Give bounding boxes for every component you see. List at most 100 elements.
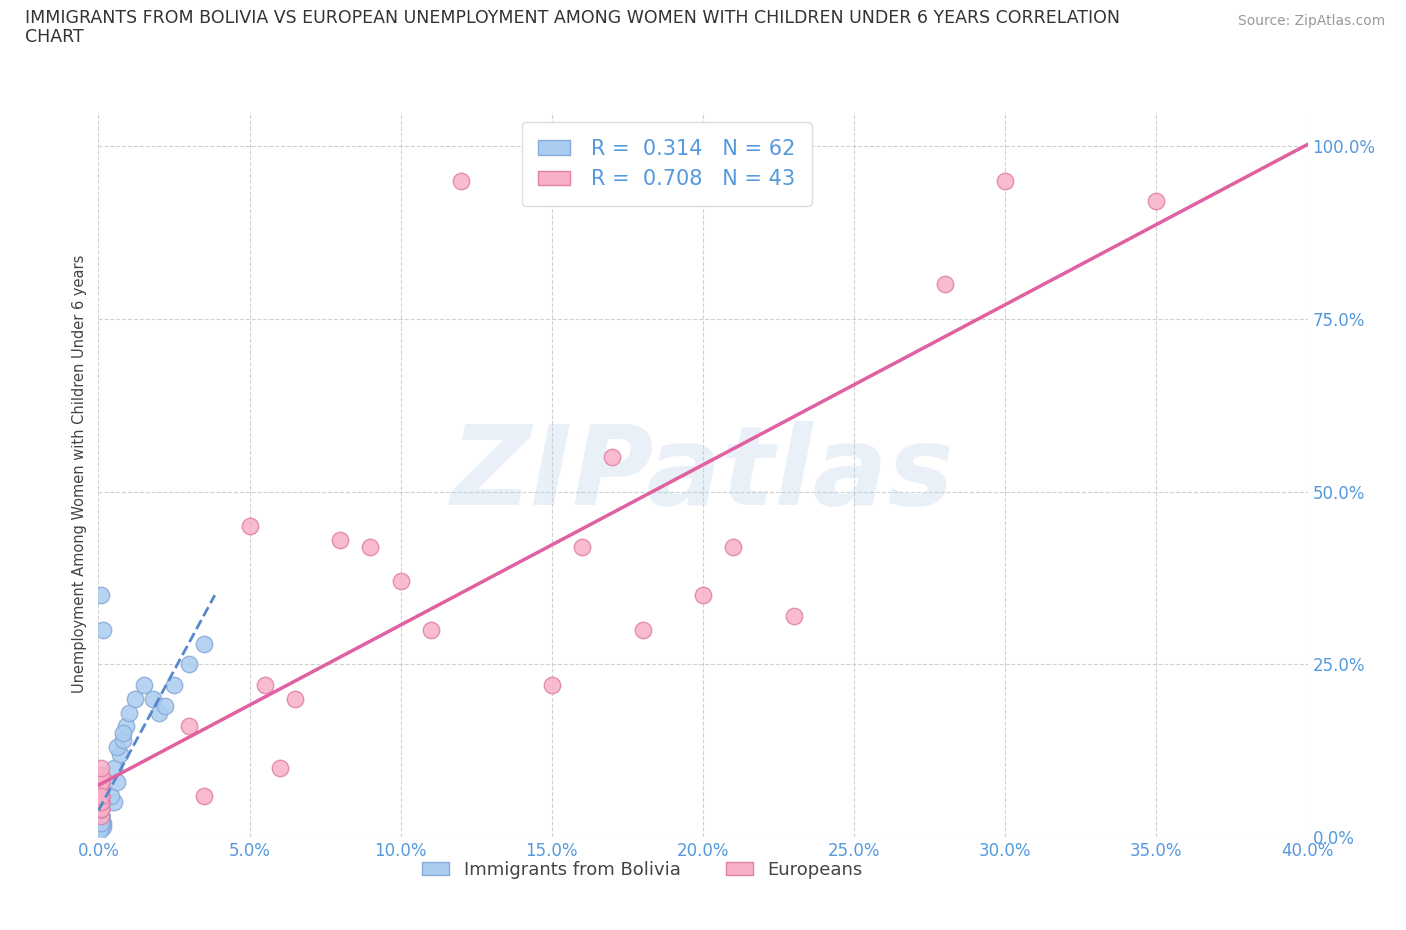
Point bbox=[91, 816, 114, 830]
Legend: Immigrants from Bolivia, Europeans: Immigrants from Bolivia, Europeans bbox=[415, 854, 870, 886]
Point bbox=[90, 809, 112, 824]
Point bbox=[90, 802, 112, 817]
Point bbox=[111, 726, 134, 741]
Point bbox=[91, 816, 114, 830]
Point bbox=[90, 809, 112, 824]
Point bbox=[90, 767, 112, 782]
Point bbox=[142, 691, 165, 706]
Point bbox=[692, 588, 714, 603]
Point bbox=[89, 823, 111, 838]
Point bbox=[389, 574, 412, 589]
Point bbox=[540, 678, 562, 693]
Point bbox=[103, 795, 125, 810]
Point bbox=[90, 795, 112, 810]
Point bbox=[269, 761, 291, 776]
Point bbox=[90, 816, 112, 830]
Point bbox=[253, 678, 276, 693]
Point bbox=[783, 608, 806, 623]
Point bbox=[90, 802, 112, 817]
Point bbox=[90, 788, 112, 803]
Point bbox=[91, 795, 114, 810]
Point bbox=[90, 781, 112, 796]
Point bbox=[114, 719, 136, 734]
Point bbox=[90, 809, 112, 824]
Point bbox=[90, 809, 112, 824]
Point bbox=[89, 809, 111, 824]
Point bbox=[193, 788, 215, 803]
Point bbox=[90, 781, 112, 796]
Point bbox=[284, 691, 307, 706]
Point bbox=[90, 588, 112, 603]
Point bbox=[179, 657, 201, 671]
Point bbox=[91, 819, 114, 834]
Point bbox=[111, 733, 134, 748]
Point bbox=[90, 816, 112, 830]
Point bbox=[89, 809, 111, 824]
Point bbox=[90, 802, 112, 817]
Point bbox=[90, 809, 112, 824]
Point bbox=[329, 533, 352, 548]
Point bbox=[148, 705, 170, 720]
Point bbox=[118, 705, 141, 720]
Point bbox=[132, 678, 155, 693]
Text: ZIPatlas: ZIPatlas bbox=[451, 420, 955, 528]
Point bbox=[89, 809, 111, 824]
Point bbox=[105, 739, 128, 754]
Point bbox=[90, 819, 112, 834]
Point bbox=[90, 816, 112, 830]
Point bbox=[89, 819, 111, 834]
Point bbox=[91, 816, 114, 830]
Point bbox=[91, 622, 114, 637]
Point bbox=[90, 816, 112, 830]
Point bbox=[90, 809, 112, 824]
Point bbox=[994, 173, 1017, 188]
Point bbox=[90, 816, 112, 830]
Point bbox=[420, 622, 443, 637]
Point bbox=[90, 767, 112, 782]
Point bbox=[90, 795, 112, 810]
Point bbox=[90, 809, 112, 824]
Point bbox=[450, 173, 472, 188]
Point bbox=[90, 781, 112, 796]
Y-axis label: Unemployment Among Women with Children Under 6 years: Unemployment Among Women with Children U… bbox=[72, 255, 87, 694]
Point bbox=[90, 802, 112, 817]
Point bbox=[90, 802, 112, 817]
Point bbox=[90, 816, 112, 830]
Point bbox=[90, 795, 112, 810]
Point bbox=[90, 761, 112, 776]
Point bbox=[723, 539, 745, 554]
Point bbox=[90, 788, 112, 803]
Point bbox=[90, 775, 112, 790]
Point bbox=[90, 809, 112, 824]
Text: CHART: CHART bbox=[25, 28, 84, 46]
Point bbox=[90, 816, 112, 830]
Point bbox=[89, 809, 111, 824]
Point bbox=[179, 719, 201, 734]
Point bbox=[90, 816, 112, 830]
Point bbox=[360, 539, 382, 554]
Point bbox=[90, 775, 112, 790]
Point bbox=[934, 277, 956, 292]
Text: Source: ZipAtlas.com: Source: ZipAtlas.com bbox=[1237, 14, 1385, 28]
Point bbox=[90, 816, 112, 830]
Point bbox=[89, 819, 111, 834]
Point bbox=[90, 788, 112, 803]
Point bbox=[108, 747, 131, 762]
Point bbox=[631, 622, 654, 637]
Point bbox=[193, 636, 215, 651]
Point bbox=[90, 802, 112, 817]
Point bbox=[239, 519, 262, 534]
Point bbox=[90, 775, 112, 790]
Point bbox=[90, 788, 112, 803]
Point bbox=[105, 775, 128, 790]
Point bbox=[90, 788, 112, 803]
Point bbox=[90, 795, 112, 810]
Point bbox=[571, 539, 593, 554]
Point bbox=[1144, 194, 1167, 209]
Point bbox=[90, 795, 112, 810]
Point bbox=[602, 449, 624, 464]
Point bbox=[91, 816, 114, 830]
Point bbox=[90, 802, 112, 817]
Point bbox=[124, 691, 146, 706]
Point bbox=[163, 678, 186, 693]
